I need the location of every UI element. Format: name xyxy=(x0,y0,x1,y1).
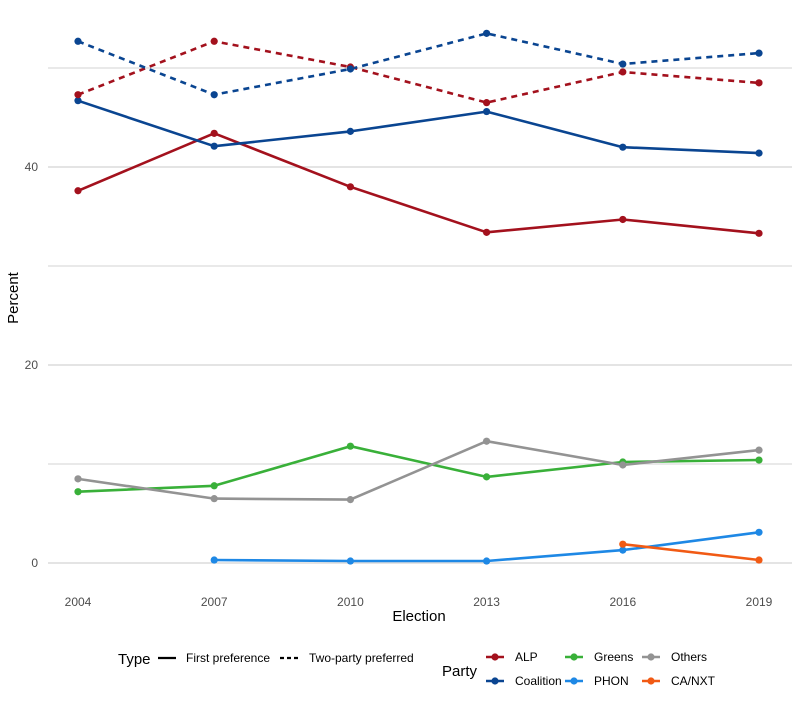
y-tick-label: 40 xyxy=(25,160,39,174)
legend-party: Party ALP Coalition Greens PHON Others CA/NXT xyxy=(442,650,716,688)
data-point-coalition xyxy=(210,142,218,150)
data-point-phon xyxy=(619,546,627,554)
data-point-alp xyxy=(74,91,82,99)
data-point-alp xyxy=(210,37,218,45)
data-point-greens xyxy=(210,482,218,490)
data-point-phon xyxy=(755,528,763,536)
data-point-alp xyxy=(210,129,218,137)
data-point-coalition xyxy=(755,149,763,157)
series-line-ca-nxt-first xyxy=(622,542,760,562)
data-point-coalition xyxy=(483,107,491,116)
legend-key-point-greens xyxy=(570,653,578,661)
data-point-coalition xyxy=(346,65,354,73)
data-point-phon xyxy=(346,557,354,565)
series-line-others-first xyxy=(77,439,760,501)
legend-label-others: Others xyxy=(671,650,707,664)
legend-type-title: Type xyxy=(118,651,151,668)
legend-label-coalition: Coalition xyxy=(515,674,562,688)
data-point-phon xyxy=(483,557,491,565)
legend-label-greens: Greens xyxy=(594,650,633,664)
series-points xyxy=(74,29,763,565)
data-point-greens xyxy=(483,473,491,481)
x-tick-label: 2019 xyxy=(746,595,773,609)
data-point-greens xyxy=(346,442,354,450)
data-point-others xyxy=(74,475,82,483)
legend-party-title: Party xyxy=(442,663,478,680)
y-axis-ticks: 0 20 40 xyxy=(25,160,39,570)
data-point-alp xyxy=(755,229,763,237)
series-line-alp-tpp xyxy=(77,39,760,104)
x-tick-label: 2007 xyxy=(201,595,228,609)
legend-key-point-coalition xyxy=(491,677,499,685)
data-point-greens xyxy=(755,456,763,464)
data-point-alp xyxy=(74,187,82,195)
data-point-alp xyxy=(619,215,627,224)
legend-key-point-others xyxy=(647,653,655,661)
data-point-coalition xyxy=(210,91,218,99)
data-point-alp xyxy=(755,79,763,87)
data-point-ca-nxt xyxy=(755,556,763,564)
data-point-others xyxy=(755,446,763,454)
data-point-alp xyxy=(619,68,627,76)
x-tick-label: 2004 xyxy=(65,595,92,609)
x-tick-label: 2013 xyxy=(473,595,500,609)
data-point-others xyxy=(619,461,627,469)
grid-lines xyxy=(48,67,792,564)
series-line-phon-first xyxy=(214,531,760,563)
x-tick-label: 2010 xyxy=(337,595,364,609)
series-line-coalition-first xyxy=(77,99,760,155)
legend-key-point-ca-nxt xyxy=(647,677,655,685)
data-point-others xyxy=(210,495,218,503)
legend-key-point-alp xyxy=(491,653,499,661)
data-point-coalition xyxy=(619,143,627,151)
legend-label-phon: PHON xyxy=(594,674,629,688)
legend-type-label-tpp: Two-party preferred xyxy=(309,651,414,665)
series-line-greens-first xyxy=(77,444,760,493)
x-axis-ticks: 2004 2007 2010 2013 2016 2019 xyxy=(65,595,773,609)
legend-label-alp: ALP xyxy=(515,650,538,664)
series-line-alp-first xyxy=(77,132,760,235)
series-line-coalition-tpp xyxy=(77,32,760,96)
data-point-others xyxy=(483,437,491,445)
x-axis-title: Election xyxy=(392,608,445,625)
y-axis-title: Percent xyxy=(5,271,22,324)
x-tick-label: 2016 xyxy=(609,595,636,609)
data-point-coalition xyxy=(74,37,82,45)
data-point-alp xyxy=(483,99,491,107)
data-point-coalition xyxy=(755,49,763,57)
y-tick-label: 20 xyxy=(25,358,39,372)
legend-label-ca-nxt: CA/NXT xyxy=(671,674,716,688)
data-point-greens xyxy=(74,488,82,496)
data-point-coalition xyxy=(74,97,82,105)
legend-type: Type First preference Two-party preferre… xyxy=(118,651,414,668)
data-point-alp xyxy=(483,228,491,236)
y-tick-label: 0 xyxy=(31,556,38,570)
data-point-coalition xyxy=(346,127,354,135)
data-point-coalition xyxy=(619,60,627,68)
data-point-others xyxy=(346,496,354,504)
legend-type-label-first: First preference xyxy=(186,651,270,665)
data-point-ca-nxt xyxy=(619,540,627,548)
series-lines xyxy=(77,32,760,563)
legend-key-point-phon xyxy=(570,677,578,685)
data-point-phon xyxy=(210,556,218,564)
data-point-alp xyxy=(346,183,354,191)
data-point-coalition xyxy=(483,29,491,37)
